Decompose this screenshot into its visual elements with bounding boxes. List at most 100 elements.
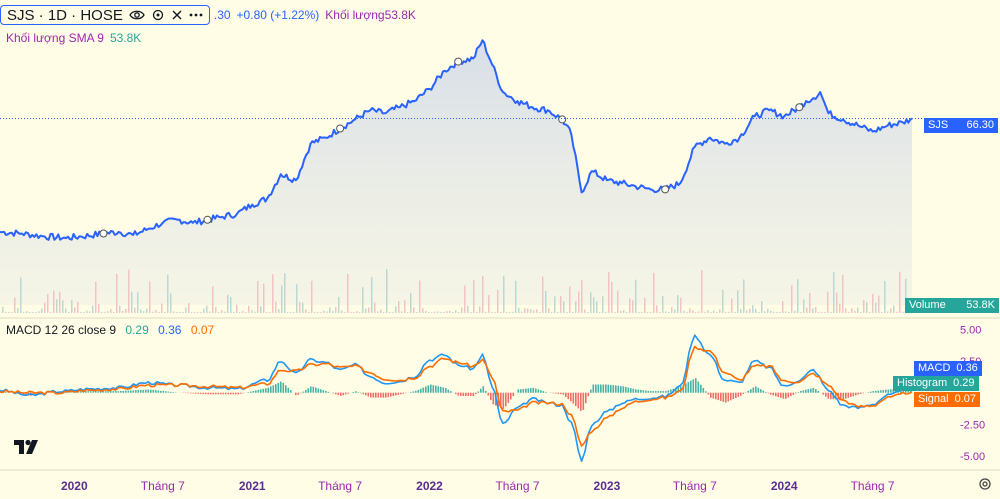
- macd-hist-bar: [480, 388, 482, 393]
- macd-hist-bar: [522, 388, 525, 393]
- macd-hist-bar: [557, 392, 560, 394]
- macd-hist-bar: [717, 392, 720, 401]
- settings-icon[interactable]: [151, 8, 165, 22]
- volume-bar: [686, 311, 688, 313]
- volume-bar: [662, 296, 664, 313]
- volume-bar: [728, 311, 730, 313]
- volume-bar: [365, 308, 367, 313]
- x-axis-tick: 2022: [416, 479, 443, 493]
- macd-hist-bar: [265, 388, 267, 393]
- macd-hist-bar: [807, 389, 810, 393]
- volume-bar: [314, 311, 316, 313]
- macd-hist-bar: [212, 392, 215, 395]
- macd-hist-bar: [377, 392, 380, 398]
- macd-hist-bar: [317, 388, 320, 393]
- macd-hist-bar: [817, 391, 820, 393]
- macd-hist-bar: [367, 392, 370, 397]
- macd-hist-bar: [637, 389, 640, 393]
- macd-hist-bar: [320, 389, 322, 393]
- tradingview-logo[interactable]: [12, 436, 40, 458]
- macd-hist-bar: [355, 391, 357, 393]
- macd-hist-bar: [870, 391, 872, 393]
- volume-bar: [770, 310, 772, 313]
- volume-bar: [335, 307, 337, 313]
- macd-hist-bar: [830, 392, 832, 400]
- more-icon[interactable]: [189, 12, 203, 18]
- volume-bar: [905, 278, 907, 313]
- volume-bar: [773, 311, 775, 313]
- macd-hist-bar: [345, 392, 347, 395]
- macd-hist-bar: [385, 392, 387, 398]
- volume-bar: [530, 309, 532, 313]
- macd-hist-bar: [750, 389, 752, 393]
- volume-bar: [803, 299, 805, 313]
- macd-hist-bar: [577, 392, 580, 409]
- volume-bar: [215, 307, 217, 313]
- volume-bar: [203, 308, 205, 313]
- volume-bar: [482, 276, 484, 313]
- macd-hist-bar: [477, 391, 480, 393]
- volume-bar: [38, 311, 40, 313]
- macd-hist-bar: [142, 389, 145, 393]
- macd-hist-bar: [575, 392, 577, 406]
- x-axis-tick: 2024: [771, 479, 798, 493]
- macd-y-tick: -2.50: [960, 419, 985, 431]
- volume-bar: [746, 310, 748, 313]
- volume-bar: [626, 312, 628, 313]
- macd-hist-bar: [312, 386, 315, 393]
- macd-hist-bar: [300, 392, 302, 394]
- volume-bar: [533, 310, 535, 313]
- macd-hist-bar: [132, 390, 135, 393]
- volume-bar: [398, 301, 400, 313]
- volume-bar: [491, 311, 493, 313]
- macd-hist-bar: [867, 392, 870, 393]
- macd-hist-bar: [700, 384, 702, 393]
- volume-bar: [161, 303, 163, 313]
- dividend-marker: [454, 57, 463, 66]
- volume-bar: [707, 310, 709, 313]
- volume-bar: [173, 311, 175, 313]
- macd-hist-bar: [397, 392, 400, 395]
- macd-hist-bar: [112, 391, 115, 393]
- volume-bar: [245, 312, 247, 313]
- macd-hist-bar: [587, 392, 590, 397]
- macd-hist-bar: [530, 388, 532, 393]
- volume-bar: [755, 309, 757, 313]
- volume-bar: [653, 272, 655, 313]
- macd-hist-bar: [710, 392, 712, 398]
- macd-hist-bar: [110, 391, 112, 393]
- macd-hist-bar: [152, 389, 155, 393]
- volume-bar: [602, 296, 604, 313]
- volume-axis-tag: Volume 53.8K: [905, 298, 999, 313]
- macd-hist-bar: [160, 390, 162, 393]
- macd-hist-bar: [567, 392, 570, 400]
- volume-bar: [209, 311, 211, 313]
- macd-hist-bar: [540, 390, 542, 393]
- eye-icon[interactable]: [129, 9, 145, 21]
- macd-hist-bar: [145, 389, 147, 393]
- volume-bar: [725, 312, 727, 313]
- volume-bar: [377, 311, 379, 313]
- volume-bar: [881, 312, 883, 313]
- macd-hist-bar: [390, 392, 392, 397]
- volume-bar: [485, 311, 487, 313]
- volume-bar: [836, 292, 838, 313]
- macd-hist-bar: [675, 387, 677, 393]
- volume-bar: [329, 307, 331, 313]
- symbol-box[interactable]: SJS · 1D · HOSE: [0, 5, 210, 25]
- volume-bar: [512, 311, 514, 313]
- macd-hist-bar: [450, 391, 452, 393]
- volume-bar: [827, 291, 829, 313]
- close-icon[interactable]: [171, 9, 183, 21]
- macd-hist-bar: [492, 392, 495, 405]
- macd-hist-bar: [812, 388, 815, 393]
- volume-bar: [887, 311, 889, 313]
- volume-bar: [290, 312, 292, 313]
- macd-hist-bar: [472, 392, 475, 396]
- macd-hist-bar: [657, 391, 660, 393]
- volume-bar: [539, 312, 541, 313]
- macd-axis-tag-signal: Signal 0.07: [914, 392, 980, 407]
- macd-hist-bar: [80, 391, 82, 393]
- settings-gear-icon[interactable]: [978, 477, 992, 491]
